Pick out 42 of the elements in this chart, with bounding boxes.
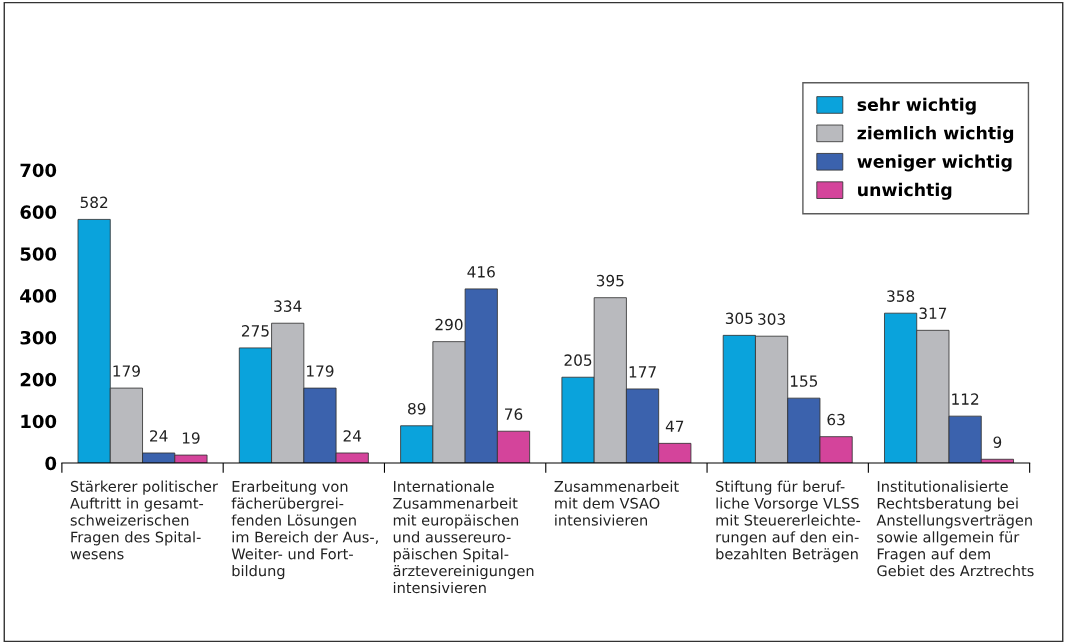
- x-tick-label: Erarbeitung von fächerübergrei- fenden Lösungen im Bereich der Aus-, Weiter- und Fort- bildung: [231, 480, 378, 580]
- x-tick-label: Institutionalisierte Rechtsberatung bei Anstellungsverträgen sowie allgemein für Fragen auf dem Gebiet des Arztrechts: [876, 480, 1034, 577]
- x-tick-label: Stiftung für beruf- liche Vorsorge VLSS mit Steuererleichte- rungen auf den ein- bezahlten Beträgen: [716, 480, 861, 563]
- data-label: 334: [274, 300, 302, 312]
- data-label: 155: [790, 375, 818, 387]
- data-label: 317: [919, 307, 947, 320]
- data-label: 89: [408, 402, 426, 415]
- data-label: 19: [182, 432, 200, 444]
- legend-label: unwichtig: [858, 182, 952, 200]
- y-tick-label: 700: [20, 163, 57, 178]
- data-label: 303: [758, 313, 785, 325]
- data-label: 47: [665, 420, 684, 432]
- legend-label: ziemlich wichtig: [857, 126, 1014, 144]
- data-label: 290: [435, 318, 463, 331]
- data-label: 63: [827, 413, 845, 426]
- data-label: 358: [887, 290, 915, 302]
- data-label: 179: [113, 365, 140, 377]
- data-label: 177: [629, 366, 656, 378]
- data-label: 416: [467, 266, 495, 278]
- data-label: 305: [725, 312, 753, 325]
- y-tick-label: 0: [45, 456, 57, 471]
- x-tick-label: Internationale Zusammenarbeit mit europäischen und aussereuro- päischen Spital- ärztevereinigungen intensivieren: [393, 480, 534, 594]
- y-tick-label: 400: [20, 289, 57, 303]
- y-tick-label: 600: [20, 205, 57, 219]
- data-label: 76: [505, 408, 523, 420]
- data-label: 205: [564, 354, 592, 366]
- legend-label: sehr wichtig: [857, 97, 976, 115]
- data-label: 9: [993, 436, 1002, 448]
- y-tick-label: 100: [21, 414, 57, 429]
- data-label: 179: [307, 365, 334, 377]
- data-label: 112: [952, 393, 979, 405]
- y-tick-label: 300: [20, 330, 57, 345]
- data-label: 24: [150, 430, 168, 442]
- x-tick-label: Zusammenarbeit mit dem VSAO intensivieren: [554, 480, 679, 526]
- data-label: 582: [80, 196, 108, 209]
- x-tick-label: Stärkerer politischer Auftritt in gesamt- schweizerischen Fragen des Spital- wesens: [70, 480, 218, 560]
- legend-label: weniger wichtig: [857, 154, 1012, 172]
- data-label: 24: [343, 430, 362, 442]
- y-tick-label: 500: [20, 247, 57, 261]
- data-label: 395: [596, 274, 624, 287]
- data-label: 275: [241, 325, 269, 337]
- y-tick-label: 200: [20, 372, 57, 387]
